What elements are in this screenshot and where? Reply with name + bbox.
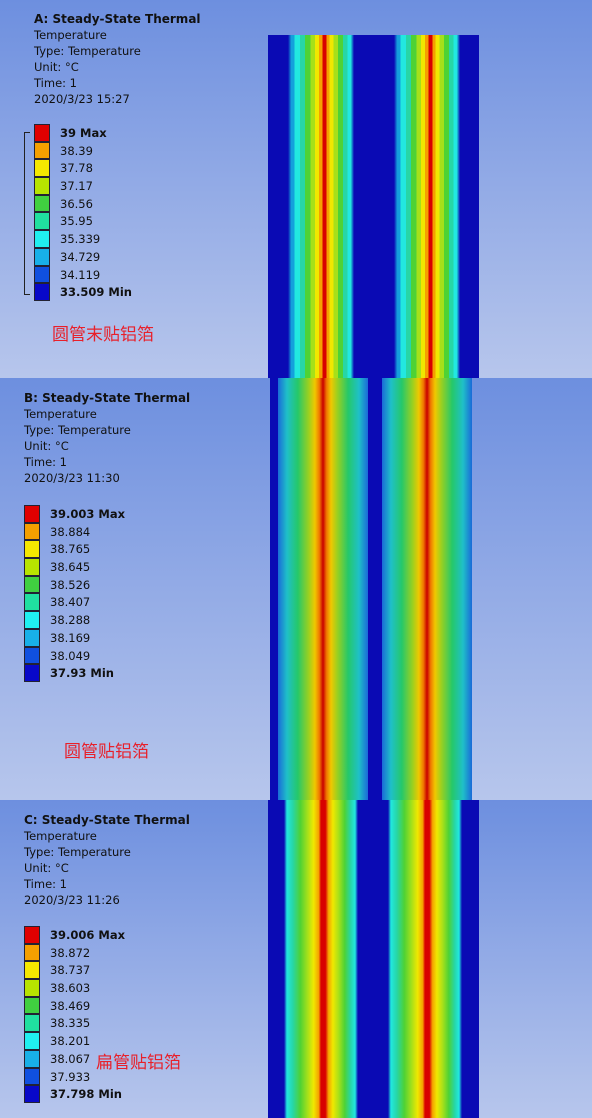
legend-label: 39 Max [60,126,107,140]
temperature-contour-c [268,800,479,1118]
temperature-contour-b [270,378,472,800]
legend-bracket [24,132,30,295]
legend-swatch [24,558,40,576]
tube-contour [394,35,460,378]
legend-label: 36.56 [60,196,93,211]
legend-label: 38.526 [50,577,91,592]
caption-a: 圆管末贴铝箔 [52,325,154,345]
legend-swatch [24,943,40,962]
result-title: C: Steady-State Thermal [24,813,190,827]
tube-contour [388,800,462,1118]
result-time: Time: 1 [34,76,77,90]
legend-swatch [24,593,40,612]
legend-swatch [34,124,50,142]
legend-swatch [24,540,40,559]
legend-label: 38.603 [50,981,91,996]
result-panel-b: B: Steady-State Thermal Temperature Type… [0,378,592,800]
legend-label: 34.119 [60,267,101,282]
result-quantity: Temperature [34,28,107,42]
result-quantity: Temperature [24,829,97,843]
result-unit: Unit: °C [24,861,69,875]
result-panel-c: C: Steady-State Thermal Temperature Type… [0,800,592,1118]
legend-label: 35.339 [60,232,101,247]
tube-contour [288,35,354,378]
result-time: Time: 1 [24,455,67,469]
result-time: Time: 1 [24,877,67,891]
caption-c: 扁管贴铝箔 [96,1053,181,1073]
legend-swatch [34,265,50,284]
result-panel-a: A: Steady-State Thermal Temperature Type… [0,0,592,378]
legend-swatch [24,646,40,665]
legend-label: 37.798 Min [50,1087,122,1102]
result-unit: Unit: °C [34,60,79,74]
result-datetime: 2020/3/23 15:27 [34,92,130,106]
legend-label: 38.201 [50,1034,91,1049]
legend-swatch [24,1049,40,1068]
legend-swatch [24,664,40,682]
result-info-b: B: Steady-State Thermal Temperature Type… [24,390,190,486]
result-datetime: 2020/3/23 11:26 [24,893,120,907]
result-quantity: Temperature [24,407,97,421]
legend-label: 38.407 [50,595,91,610]
result-type: Type: Temperature [24,423,131,437]
result-type: Type: Temperature [34,44,141,58]
legend-label: 39.003 Max [50,507,126,521]
legend-label: 38.872 [50,945,91,960]
legend-label: 38.335 [50,1016,91,1031]
legend-swatch [24,961,40,980]
legend-swatch [34,283,50,301]
legend-label: 37.933 [50,1069,91,1084]
legend-swatch [24,611,40,629]
legend-swatch [24,522,40,541]
legend-label: 38.645 [50,560,91,575]
legend-swatch [24,1014,40,1033]
legend-swatch [24,628,40,647]
legend-label: 38.469 [50,998,91,1013]
legend-swatch [34,177,50,195]
legend-swatch [34,141,50,160]
legend-label: 38.169 [50,630,91,645]
legend-swatch [24,996,40,1015]
legend-label: 38.39 [60,143,93,158]
tube-contour [278,378,368,800]
legend-label: 33.509 Min [60,285,132,300]
legend-swatch [24,505,40,523]
legend-label: 39.006 Max [50,928,126,942]
caption-b: 圆管贴铝箔 [64,742,149,762]
legend-label: 37.78 [60,161,93,176]
legend-label: 34.729 [60,249,101,264]
legend-swatch [24,979,40,997]
tube-contour [284,800,358,1118]
legend-label: 37.93 Min [50,666,114,681]
legend-label: 38.067 [50,1051,91,1066]
legend-label: 38.765 [50,542,91,557]
legend-swatch [34,159,50,178]
legend-swatch [24,926,40,944]
result-info-c: C: Steady-State Thermal Temperature Type… [24,812,190,908]
result-title: A: Steady-State Thermal [34,12,201,26]
result-title: B: Steady-State Thermal [24,391,191,405]
legend-label: 37.17 [60,179,93,194]
tube-contour [382,378,472,800]
legend-swatch [34,230,50,248]
temperature-contour-a [268,35,479,378]
legend-label: 38.049 [50,648,91,663]
legend-swatch [24,1067,40,1086]
legend-swatch [34,194,50,213]
result-datetime: 2020/3/23 11:30 [24,471,120,485]
legend-swatch [24,1085,40,1103]
legend-label: 38.884 [50,524,91,539]
legend-swatch [34,247,50,266]
legend-label: 35.95 [60,214,93,229]
legend-label: 38.288 [50,613,91,628]
legend-swatch [24,1032,40,1050]
result-info-a: A: Steady-State Thermal Temperature Type… [34,11,201,107]
result-unit: Unit: °C [24,439,69,453]
legend-label: 38.737 [50,963,91,978]
result-type: Type: Temperature [24,845,131,859]
legend-swatch [34,212,50,231]
legend-swatch [24,575,40,594]
